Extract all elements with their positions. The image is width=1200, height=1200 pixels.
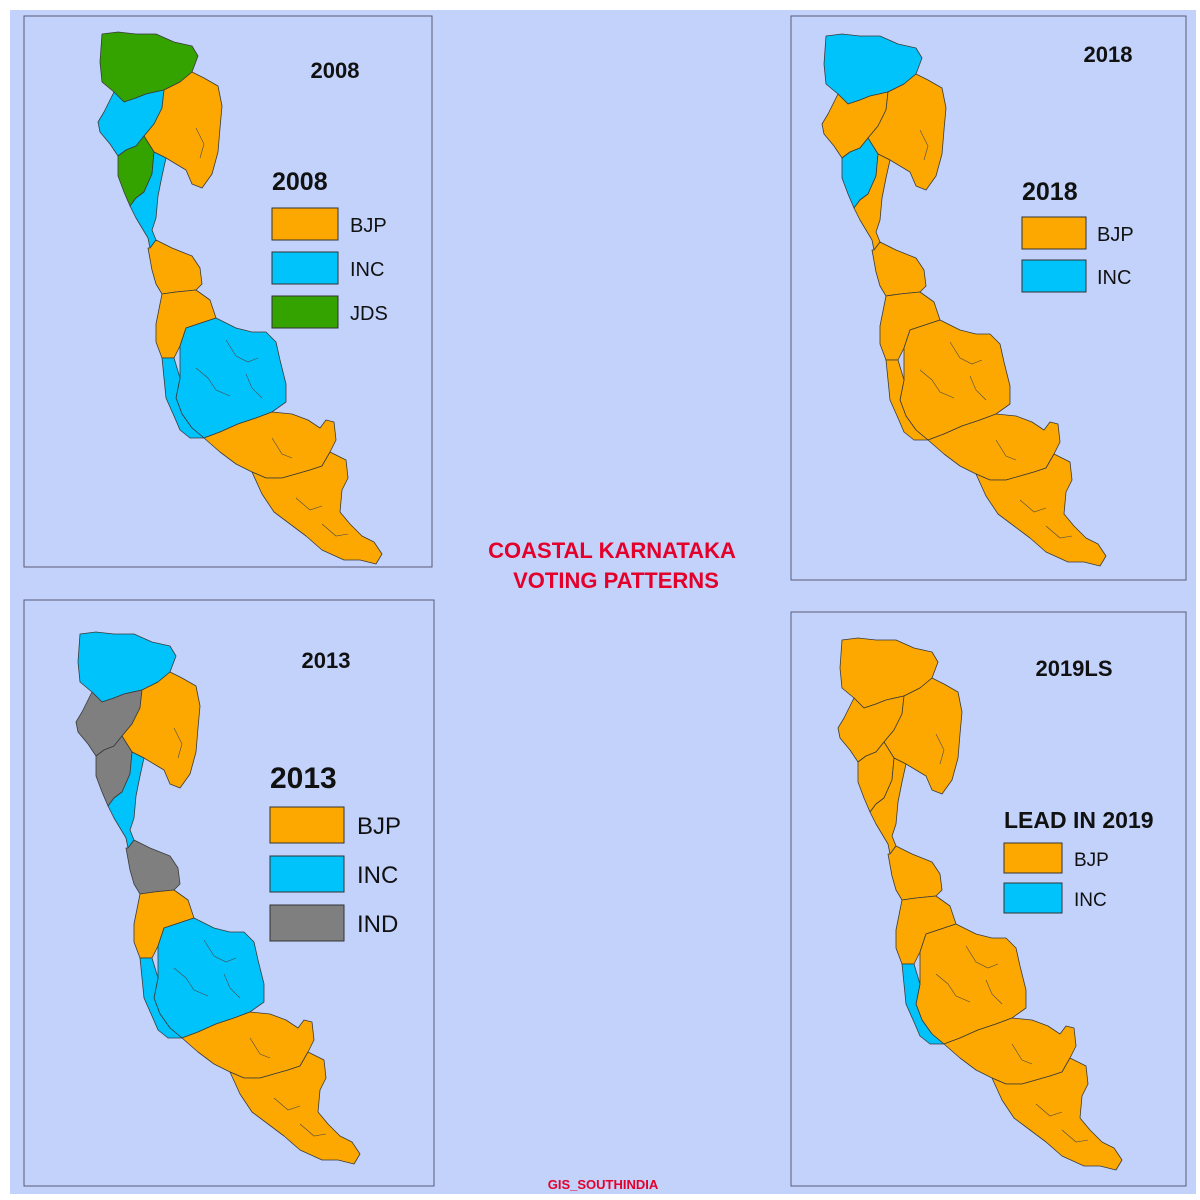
legend-swatch-2018-0 <box>1021 216 1087 250</box>
constituency-border-2013-6 <box>173 727 183 759</box>
constituency-border-2008-4 <box>295 497 323 511</box>
legend-label-2019LS-0: BJP <box>1074 850 1109 871</box>
legend-title-2019LS: LEAD IN 2019 <box>1004 807 1154 833</box>
constituency-region-2019LS-4 <box>869 757 907 855</box>
constituency-border-2008-5 <box>321 523 349 537</box>
legend-title-2013: 2013 <box>270 762 337 795</box>
constituency-region-2008-8 <box>161 357 205 439</box>
constituency-region-2018-5 <box>871 241 927 297</box>
legend-label-2018-0: BJP <box>1097 224 1134 246</box>
constituency-border-2019LS-4 <box>1035 1103 1063 1117</box>
legend-title-2008: 2008 <box>272 168 328 196</box>
constituency-border-2019LS-2 <box>985 979 1003 1005</box>
coastal-map-2019LS <box>837 637 1123 1171</box>
constituency-border-2013-4 <box>273 1097 301 1111</box>
constituency-border-2008-1 <box>195 367 231 397</box>
legend-label-2008-2: JDS <box>350 303 388 325</box>
legend-label-2019LS-1: INC <box>1074 890 1107 911</box>
constituency-border-2013-3 <box>249 1037 271 1059</box>
legend-label-2018-1: INC <box>1097 267 1131 289</box>
constituency-border-2018-3 <box>995 439 1017 461</box>
legend-swatch-2018-1 <box>1021 259 1087 293</box>
legend-label-2008-0: BJP <box>350 215 387 237</box>
legend-swatch-2019LS-1 <box>1003 882 1063 914</box>
credit-text: GIS_SOUTHINDIA <box>548 1177 659 1192</box>
constituency-border-2018-0 <box>949 341 983 365</box>
legend-swatch-2008-0 <box>271 207 339 241</box>
legend-2013: 2013 BJP INC IND <box>269 762 401 942</box>
legend-label-2013-2: IND <box>357 911 398 938</box>
legend-2008: 2008 BJP INC JDS <box>271 168 388 329</box>
constituency-border-2008-0 <box>225 339 259 363</box>
constituency-border-2019LS-0 <box>965 945 999 969</box>
panel-frame-2018 <box>790 15 1187 581</box>
coastal-map-2013 <box>75 631 361 1165</box>
constituency-border-2013-1 <box>173 967 209 997</box>
constituency-border-2019LS-3 <box>1011 1043 1033 1065</box>
legend-swatch-2013-1 <box>269 855 345 893</box>
constituency-region-2018-10 <box>975 453 1107 567</box>
constituency-border-2019LS-1 <box>935 973 971 1003</box>
constituency-region-2019LS-5 <box>887 845 943 901</box>
panel-frame-2013 <box>23 599 435 1187</box>
panel-frame-2008 <box>23 15 433 568</box>
center-title-line1: COASTAL KARNATAKA <box>488 538 736 563</box>
legend-swatch-2019LS-0 <box>1003 842 1063 874</box>
constituency-region-2008-4 <box>129 151 167 249</box>
constituency-border-2018-1 <box>919 369 955 399</box>
constituency-region-2013-5 <box>125 839 181 895</box>
constituency-border-2018-2 <box>969 375 987 401</box>
constituency-region-2013-4 <box>107 751 145 849</box>
legend-label-2013-1: INC <box>357 862 398 889</box>
legend-2018: 2018 BJP INC <box>1021 178 1134 293</box>
constituency-region-2019LS-8 <box>901 963 945 1045</box>
constituency-region-2013-10 <box>229 1051 361 1165</box>
constituency-border-2018-6 <box>919 129 929 161</box>
constituency-border-2008-2 <box>245 373 263 399</box>
constituency-border-2008-3 <box>271 437 293 459</box>
legend-2019LS: LEAD IN 2019 BJP INC <box>1003 807 1154 914</box>
constituency-border-2018-5 <box>1045 525 1073 539</box>
constituency-border-2019LS-6 <box>935 733 945 765</box>
constituency-border-2013-0 <box>203 939 237 963</box>
legend-swatch-2013-2 <box>269 904 345 942</box>
legend-label-2013-0: BJP <box>357 813 401 840</box>
panel-title-2018: 2018 <box>1084 42 1133 67</box>
coastal-map-2018 <box>821 33 1107 567</box>
constituency-region-2018-8 <box>885 359 929 441</box>
constituency-border-2008-6 <box>195 127 205 159</box>
panel-title-2013: 2013 <box>302 648 351 673</box>
constituency-border-2018-4 <box>1019 499 1047 513</box>
legend-swatch-2008-1 <box>271 251 339 285</box>
constituency-region-2019LS-10 <box>991 1057 1123 1171</box>
constituency-border-2013-2 <box>223 973 241 999</box>
panel-title-2008: 2008 <box>311 58 360 83</box>
panel-title-2019LS: 2019LS <box>1035 656 1112 681</box>
panel-frame-2019LS <box>790 611 1187 1187</box>
legend-label-2008-1: INC <box>350 259 384 281</box>
constituency-region-2008-5 <box>147 239 203 295</box>
legend-swatch-2013-0 <box>269 806 345 844</box>
constituency-region-2013-8 <box>139 957 183 1039</box>
center-title-line2: VOTING PATTERNS <box>513 568 719 593</box>
constituency-region-2008-10 <box>251 451 383 565</box>
constituency-border-2013-5 <box>299 1123 327 1137</box>
constituency-region-2018-4 <box>853 153 891 251</box>
legend-title-2018: 2018 <box>1022 178 1078 206</box>
legend-swatch-2008-2 <box>271 295 339 329</box>
coastal-map-2008 <box>97 31 383 565</box>
constituency-border-2019LS-5 <box>1061 1129 1089 1143</box>
